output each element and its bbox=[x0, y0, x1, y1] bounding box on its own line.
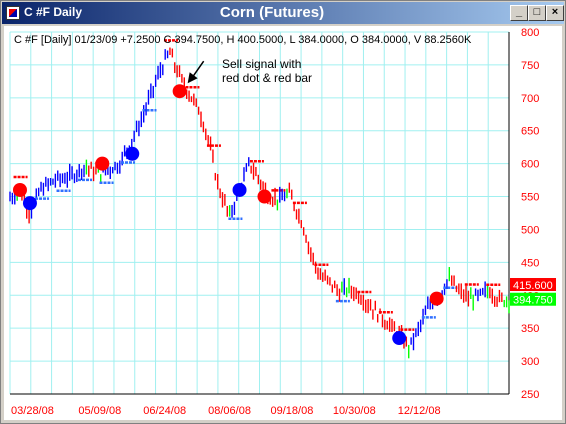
x-tick-label: 10/30/08 bbox=[333, 405, 376, 417]
price-chart[interactable]: 25030035040045050055060065070075080003/2… bbox=[4, 26, 562, 420]
window-title: C #F Daily bbox=[24, 5, 83, 19]
chart-title: Corn (Futures) bbox=[219, 4, 325, 21]
buy-signal-dot bbox=[392, 331, 407, 346]
annotation-line-2: red dot & red bar bbox=[222, 71, 313, 85]
y-tick-label: 300 bbox=[521, 356, 539, 368]
sell-signal-dot bbox=[12, 182, 27, 197]
y-tick-label: 600 bbox=[521, 159, 539, 171]
x-tick-label: 12/12/08 bbox=[398, 405, 441, 417]
sell-signal-dot bbox=[429, 291, 444, 306]
y-tick-label: 500 bbox=[521, 224, 539, 236]
buy-signal-dot bbox=[232, 182, 247, 197]
x-tick-label: 05/09/08 bbox=[78, 405, 121, 417]
minimize-button[interactable]: _ bbox=[510, 5, 528, 21]
close-button[interactable]: × bbox=[546, 5, 564, 21]
sell-signal-dot bbox=[257, 189, 272, 204]
annotation-arrowhead bbox=[187, 72, 198, 84]
x-tick-label: 06/24/08 bbox=[143, 405, 186, 417]
y-tick-label: 750 bbox=[521, 60, 539, 72]
signal-annotation: Sell signal with red dot & red bar bbox=[222, 57, 312, 85]
y-tick-label: 250 bbox=[521, 389, 539, 401]
upper-price-tag-text: 415.600 bbox=[513, 280, 553, 292]
info-line: C #F [Daily] 01/23/09 +7.2500 C 394.7500… bbox=[14, 34, 472, 46]
lower-price-tag-text: 394.750 bbox=[513, 295, 553, 307]
y-tick-label: 350 bbox=[521, 323, 539, 335]
y-tick-label: 550 bbox=[521, 192, 539, 204]
app-icon[interactable] bbox=[6, 6, 20, 20]
chart-canvas[interactable]: 25030035040045050055060065070075080003/2… bbox=[4, 26, 562, 420]
y-tick-label: 650 bbox=[521, 126, 539, 138]
sell-signal-dot bbox=[172, 84, 187, 99]
y-tick-label: 450 bbox=[521, 257, 539, 269]
buy-signal-dot bbox=[22, 196, 37, 211]
x-tick-label: 09/18/08 bbox=[271, 405, 314, 417]
sell-signal-dot bbox=[95, 156, 110, 171]
lower-price-tag bbox=[510, 292, 556, 306]
x-tick-label: 08/06/08 bbox=[208, 405, 251, 417]
upper-price-tag bbox=[510, 278, 556, 292]
title-bar[interactable]: C #F Daily Corn (Futures) _ □ × bbox=[2, 2, 564, 24]
y-tick-label: 800 bbox=[521, 27, 539, 39]
buy-signal-dot bbox=[125, 146, 140, 161]
annotation-line-1: Sell signal with bbox=[222, 57, 302, 71]
y-tick-label: 700 bbox=[521, 93, 539, 105]
maximize-button[interactable]: □ bbox=[528, 5, 546, 21]
x-tick-label: 03/28/08 bbox=[11, 405, 54, 417]
